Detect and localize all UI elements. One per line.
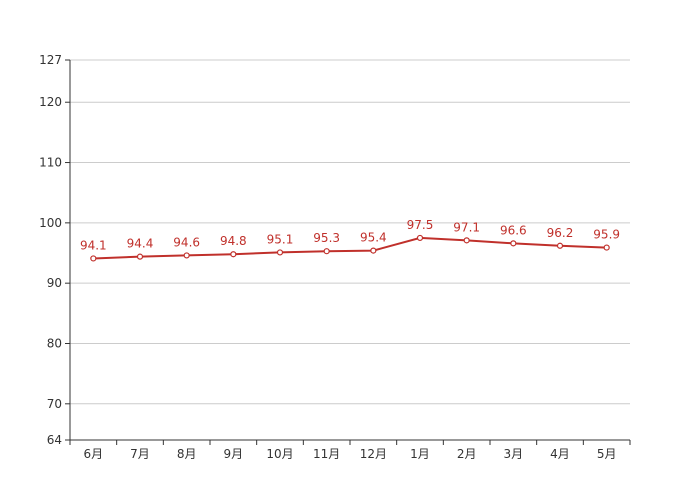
data-label: 97.1 (453, 220, 480, 234)
series-group (90, 234, 610, 262)
data-label: 96.2 (547, 226, 574, 240)
data-point (370, 247, 377, 254)
y-tick-label: 100 (39, 216, 62, 230)
x-tick-label: 12月 (360, 447, 387, 461)
data-label: 97.5 (407, 218, 434, 232)
data-label: 94.4 (127, 237, 154, 251)
data-point (510, 240, 517, 247)
x-tick-label: 6月 (84, 447, 104, 461)
data-label: 96.6 (500, 223, 527, 237)
data-point (90, 255, 97, 262)
x-tick-label: 8月 (177, 447, 197, 461)
grid-lines (70, 59, 630, 405)
x-tick-label: 10月 (266, 447, 293, 461)
x-tick-label: 7月 (130, 447, 150, 461)
data-point (230, 251, 237, 258)
x-tick-label: 4月 (550, 447, 570, 461)
x-tick-label: 3月 (504, 447, 524, 461)
axes (65, 59, 631, 445)
data-point (603, 244, 610, 251)
x-tick-label: 11月 (313, 447, 340, 461)
y-tick-label: 110 (39, 156, 62, 170)
data-label: 94.6 (173, 235, 200, 249)
y-tick-label: 127 (39, 53, 62, 67)
data-label: 94.8 (220, 234, 247, 248)
x-tick-label: 9月 (224, 447, 244, 461)
y-tick-label: 64 (47, 433, 62, 447)
data-point (323, 248, 330, 255)
data-label: 95.9 (593, 228, 620, 242)
x-tick-label: 2月 (457, 447, 477, 461)
y-tick-label: 90 (47, 276, 62, 290)
y-tick-label: 120 (39, 95, 62, 109)
data-point (556, 242, 564, 249)
data-point (183, 252, 190, 259)
data-point (276, 249, 284, 256)
data-point (136, 253, 144, 260)
data-point (416, 234, 424, 242)
data-point (463, 237, 470, 244)
data-label: 95.4 (360, 231, 387, 245)
y-tick-label: 70 (47, 397, 62, 411)
y-tick-label: 80 (47, 336, 62, 350)
series-line (93, 236, 607, 260)
data-label: 95.3 (313, 231, 340, 245)
data-label: 94.1 (80, 238, 107, 252)
y-tick-labels: 64 70 80 90 100 110 120 127 (39, 53, 62, 447)
x-tick-label: 5月 (597, 447, 617, 461)
data-label: 95.1 (267, 232, 294, 246)
x-tick-label: 1月 (410, 447, 430, 461)
data-labels: 94.1 94.4 94.6 94.8 95.1 95.3 95.4 97.5 97.1 96.6… (80, 218, 620, 253)
x-tick-labels: 6月 7月 8月 9月 10月 11月 12月 1月 2月 3月 4月 5月 (84, 447, 617, 461)
